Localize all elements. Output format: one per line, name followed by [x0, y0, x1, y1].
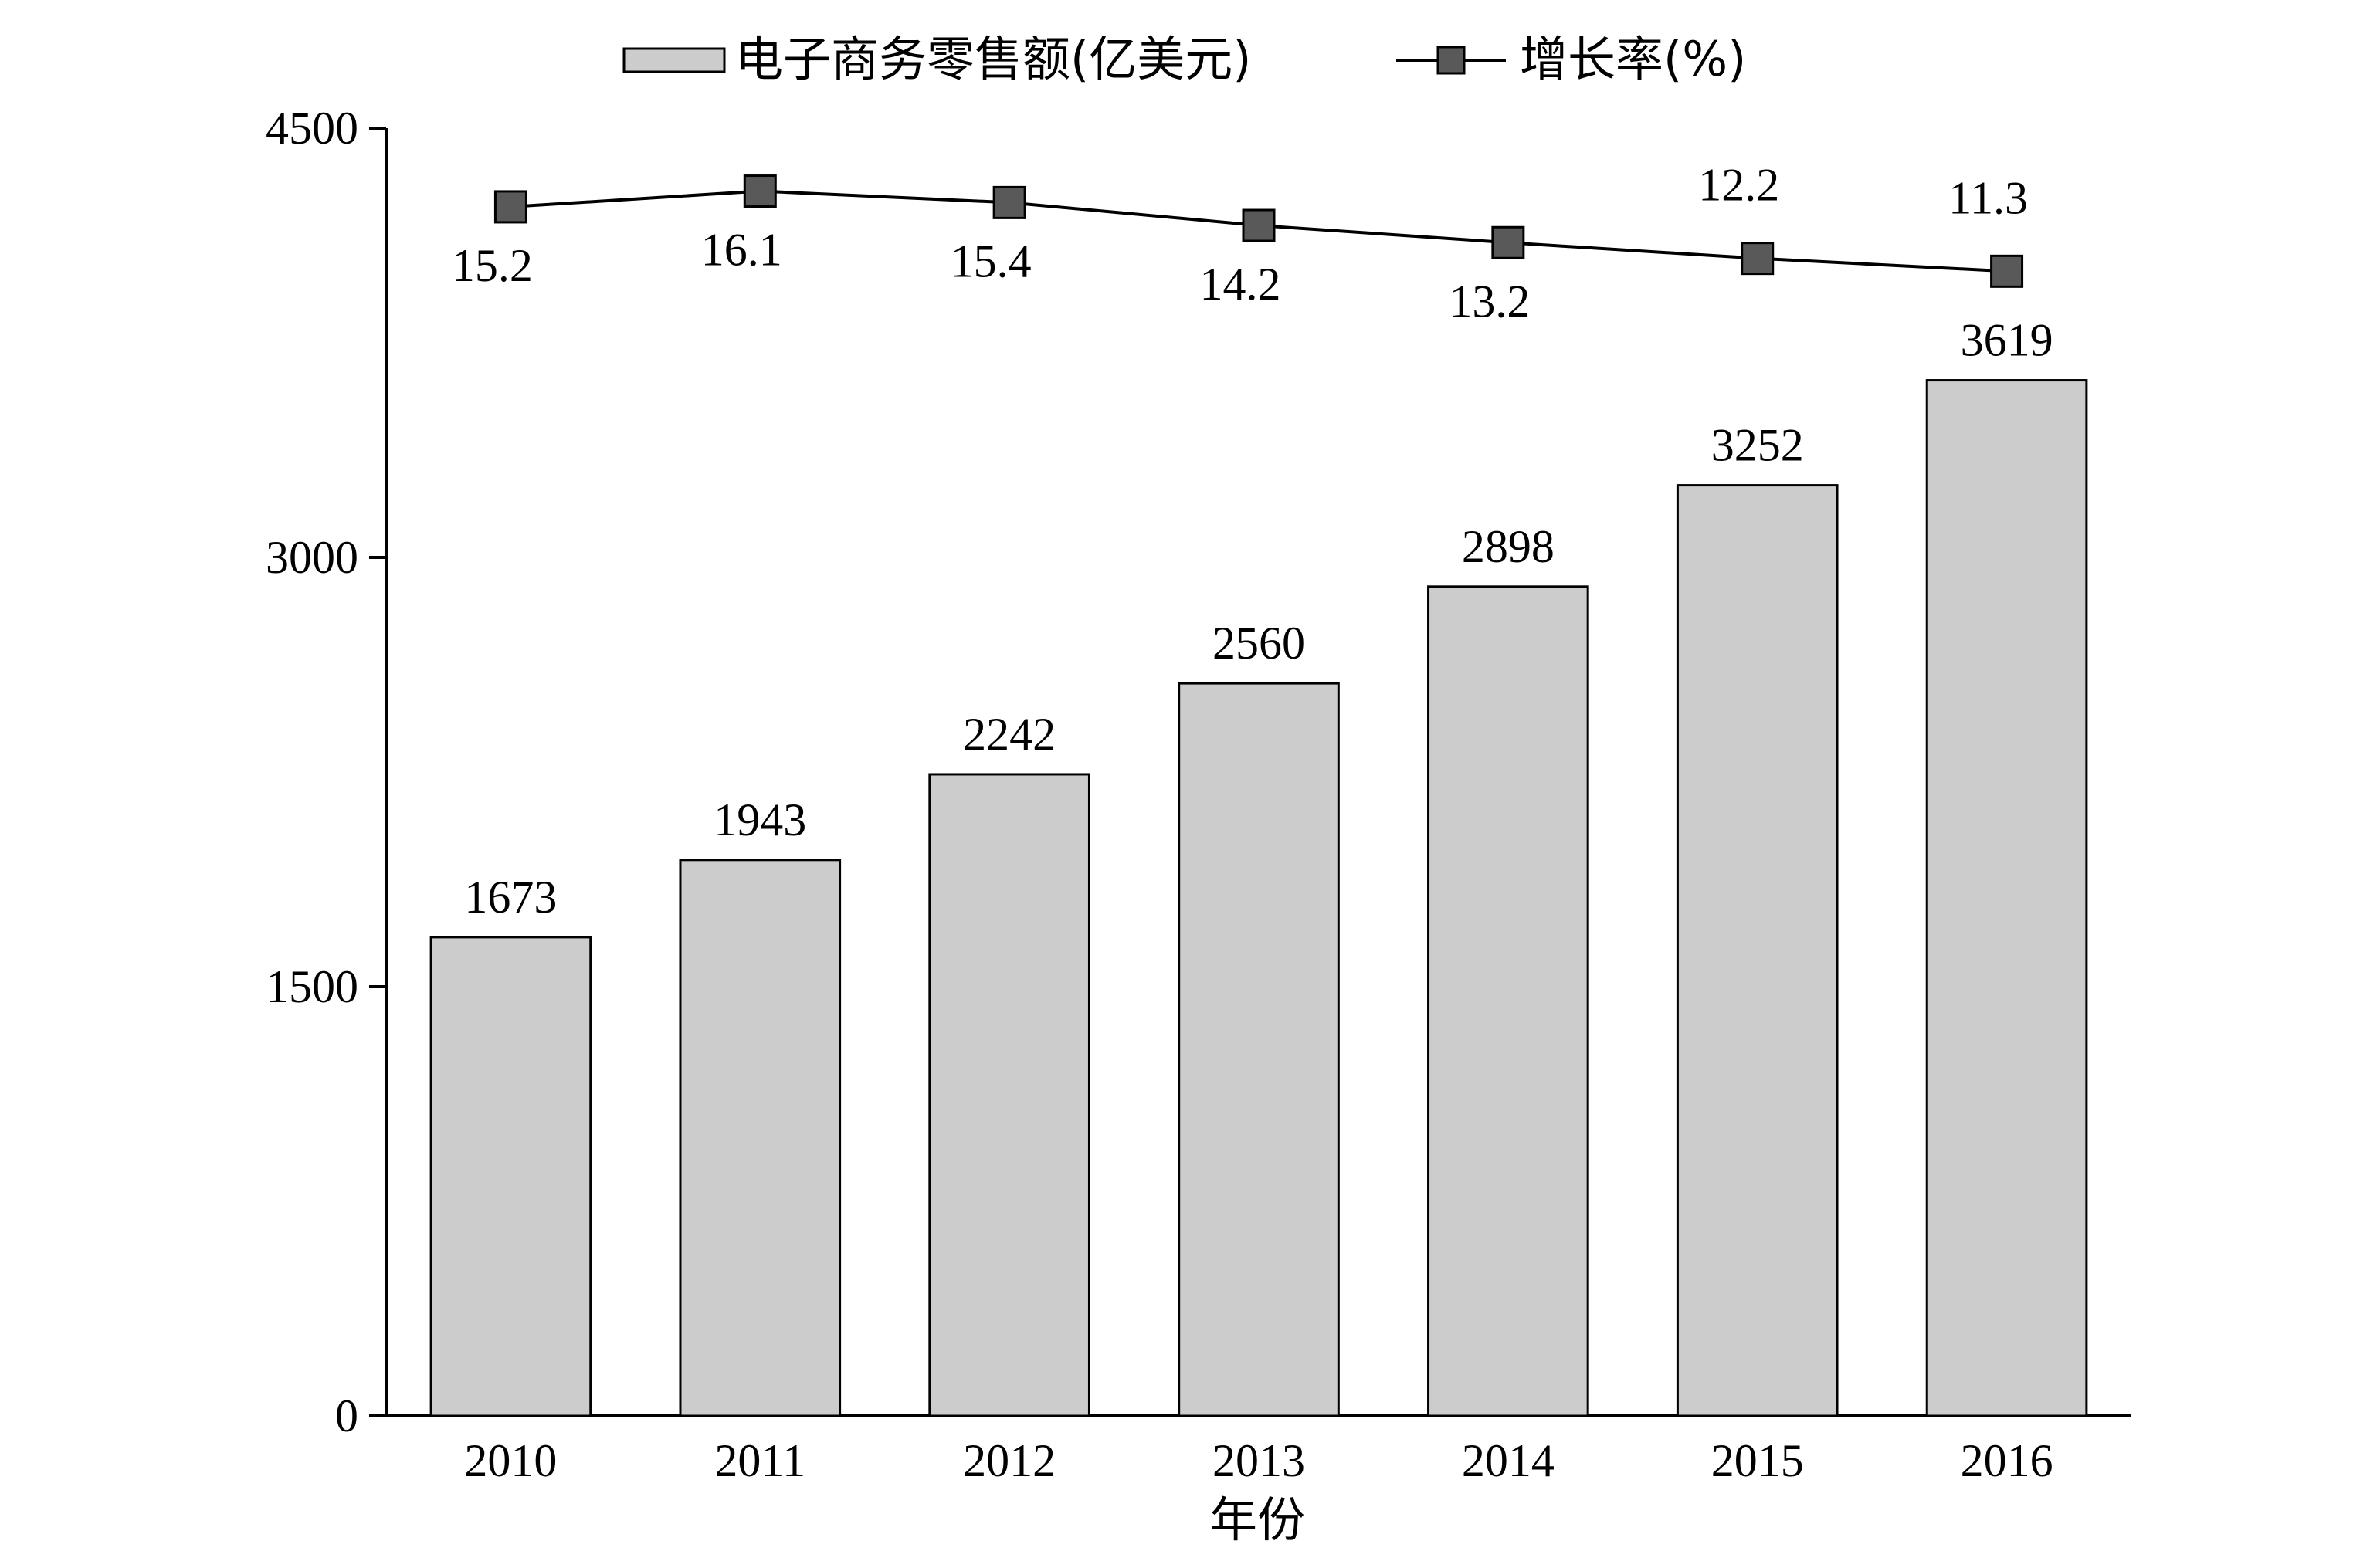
bar-value-label: 2560 [1212, 618, 1305, 669]
x-tick-label: 2013 [1212, 1435, 1305, 1486]
growth-point [1990, 254, 2024, 288]
x-tick-label: 2011 [714, 1435, 805, 1486]
bar [1676, 484, 1839, 1417]
x-tick-label: 2014 [1462, 1435, 1555, 1486]
x-tick-label: 2015 [1711, 1435, 1804, 1486]
growth-point [1242, 208, 1276, 242]
x-tick-label: 2010 [464, 1435, 557, 1486]
bar [1178, 682, 1340, 1417]
legend-line-marker [1436, 46, 1466, 75]
legend-bar-swatch [622, 47, 726, 73]
bar [679, 859, 842, 1417]
growth-point [493, 190, 527, 224]
bar-labels: 1673 1943 2242 2560 2898 3252 3619 [464, 315, 2053, 923]
legend-line-label: 增长率(%) [1520, 31, 1746, 87]
bar-value-label: 1673 [464, 872, 557, 923]
growth-value-label: 15.4 [951, 235, 1032, 286]
growth-point [743, 174, 777, 208]
bars [429, 379, 2088, 1417]
y-tick-label: 0 [335, 1390, 358, 1441]
y-tick-label: 4500 [266, 103, 358, 154]
growth-value-label: 11.3 [1948, 172, 2028, 223]
bar-value-label: 3619 [1961, 315, 2053, 366]
growth-point [1741, 242, 1775, 276]
x-tick-label: 2016 [1961, 1435, 2053, 1486]
y-tick-labels: 0 1500 3000 4500 [266, 103, 358, 1441]
growth-value-label: 13.2 [1449, 276, 1530, 327]
legend-bar-label: 电子商务零售额(亿美元) [735, 31, 1251, 87]
y-tick-label: 1500 [266, 961, 358, 1012]
growth-value-label: 16.1 [701, 225, 782, 276]
bar [1925, 379, 2088, 1417]
x-tick-label: 2012 [963, 1435, 1056, 1486]
x-axis-title: 年份 [1209, 1492, 1305, 1548]
growth-value-label: 12.2 [1698, 160, 1779, 211]
bar-value-label: 2898 [1462, 521, 1555, 572]
bar-value-label: 2242 [963, 709, 1056, 760]
growth-value-label: 15.2 [452, 240, 533, 291]
growth-point [1491, 225, 1525, 259]
bar-value-label: 3252 [1711, 420, 1804, 471]
bar-value-label: 1943 [714, 794, 806, 845]
growth-line-series: 15.2 16.1 15.4 14.2 13.2 12.2 11.3 [452, 160, 2028, 327]
growth-point [992, 185, 1026, 219]
y-tick-label: 3000 [266, 532, 358, 583]
bar [429, 936, 592, 1417]
bar [1427, 585, 1589, 1417]
x-tick-labels: 2010 2011 2012 2013 2014 2015 2016 [464, 1435, 2053, 1486]
legend: 电子商务零售额(亿美元) 增长率(%) [622, 31, 1746, 87]
growth-value-label: 14.2 [1200, 259, 1281, 310]
bar [928, 773, 1090, 1417]
